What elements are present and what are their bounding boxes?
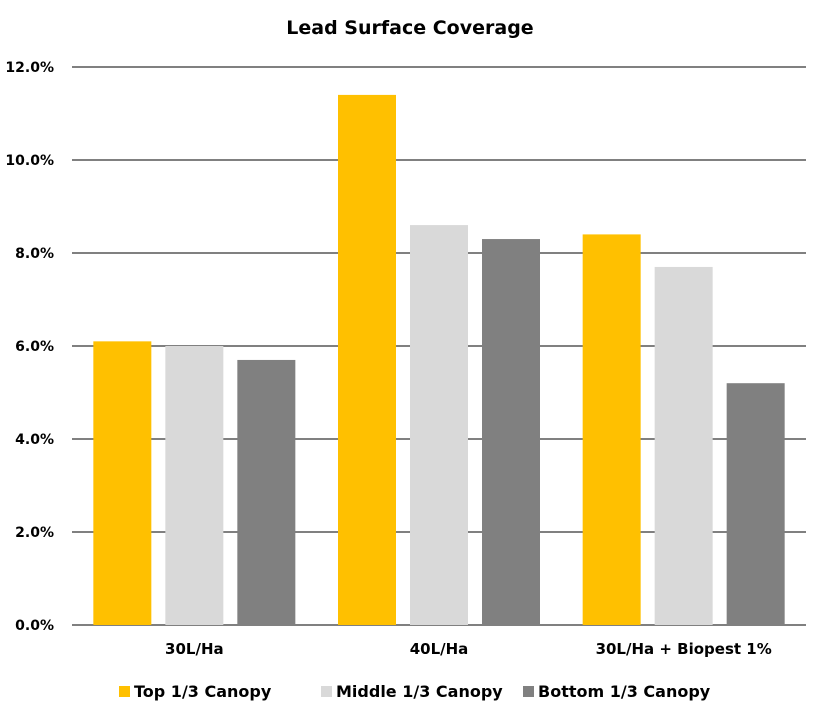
y-tick-label: 0.0%	[15, 618, 54, 634]
bar	[93, 341, 152, 625]
y-axis-tick-labels: 0.0% 2.0% 4.0% 6.0% 8.0% 10.0% 12.0%	[5, 60, 54, 634]
bar	[338, 94, 396, 625]
y-tick-label: 4.0%	[15, 432, 54, 448]
y-tick-label: 12.0%	[5, 60, 54, 76]
bar	[482, 239, 540, 626]
bar	[165, 346, 224, 625]
chart-title: Lead Surface Coverage	[286, 17, 533, 39]
y-tick-label: 10.0%	[5, 153, 54, 169]
bar	[237, 359, 296, 625]
legend-label: Middle 1/3 Canopy	[336, 682, 503, 701]
legend-label: Top 1/3 Canopy	[134, 682, 272, 701]
x-category-label: 40L/Ha	[410, 640, 469, 658]
legend-swatch	[321, 686, 332, 697]
y-tick-label: 6.0%	[15, 339, 54, 355]
x-category-label: 30L/Ha + Biopest 1%	[596, 640, 772, 658]
legend-swatch	[523, 686, 534, 697]
legend-label: Bottom 1/3 Canopy	[538, 682, 711, 701]
legend-swatch	[119, 686, 130, 697]
bar	[654, 266, 713, 625]
y-tick-label: 8.0%	[15, 246, 54, 262]
bars	[93, 94, 785, 626]
bar	[726, 383, 785, 625]
y-tick-label: 2.0%	[15, 525, 54, 541]
x-category-label: 30L/Ha	[165, 640, 224, 658]
x-axis-category-labels: 30L/Ha 40L/Ha 30L/Ha + Biopest 1%	[165, 640, 772, 658]
legend: Top 1/3 Canopy Middle 1/3 Canopy Bottom 1/…	[119, 682, 711, 701]
bar	[582, 234, 641, 625]
bar	[410, 225, 468, 625]
